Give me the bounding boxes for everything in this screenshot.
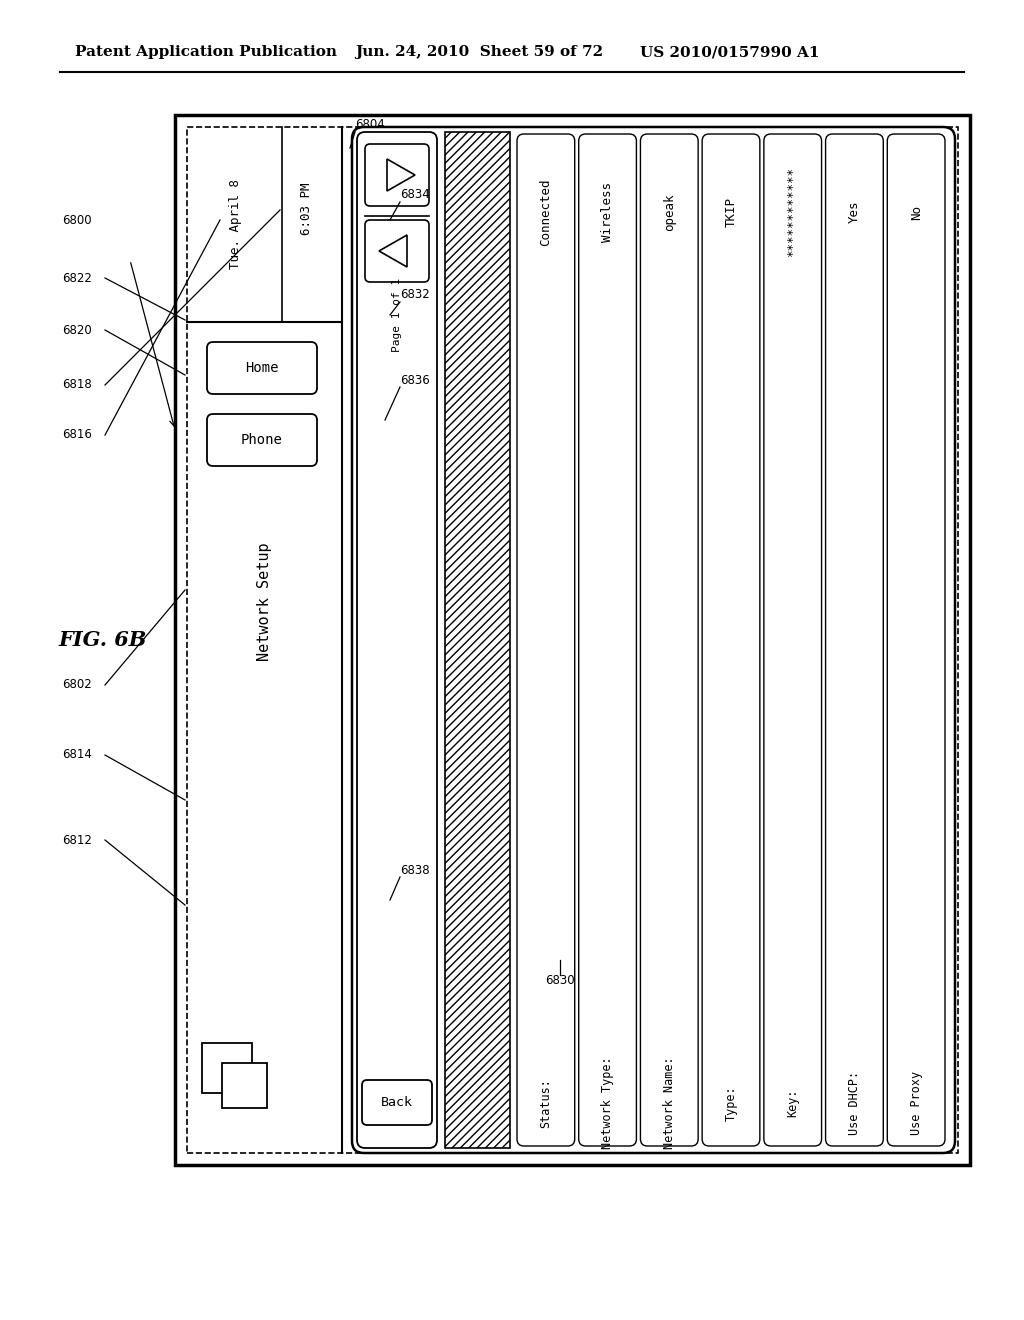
Text: opeak: opeak bbox=[663, 193, 676, 231]
Text: Jun. 24, 2010  Sheet 59 of 72: Jun. 24, 2010 Sheet 59 of 72 bbox=[355, 45, 603, 59]
Text: No: No bbox=[909, 205, 923, 219]
Text: Key:: Key: bbox=[786, 1089, 799, 1117]
FancyBboxPatch shape bbox=[640, 135, 698, 1146]
Text: 6834: 6834 bbox=[400, 189, 430, 202]
Text: Patent Application Publication: Patent Application Publication bbox=[75, 45, 337, 59]
Text: Back: Back bbox=[381, 1096, 413, 1109]
Text: Type:: Type: bbox=[725, 1085, 737, 1121]
Text: 6816: 6816 bbox=[62, 429, 92, 441]
Text: US 2010/0157990 A1: US 2010/0157990 A1 bbox=[640, 45, 819, 59]
Bar bbox=[175, 115, 970, 1166]
Text: TKIP: TKIP bbox=[725, 197, 737, 227]
Text: Tue. April 8: Tue. April 8 bbox=[228, 180, 242, 269]
Text: Connected: Connected bbox=[540, 178, 552, 246]
Text: FIG. 6B: FIG. 6B bbox=[58, 630, 146, 649]
FancyBboxPatch shape bbox=[362, 1080, 432, 1125]
Text: 6812: 6812 bbox=[62, 833, 92, 846]
Text: 6:03 PM: 6:03 PM bbox=[300, 182, 313, 235]
FancyBboxPatch shape bbox=[764, 135, 821, 1146]
Text: Network Name:: Network Name: bbox=[663, 1057, 676, 1150]
FancyBboxPatch shape bbox=[825, 135, 884, 1146]
FancyBboxPatch shape bbox=[207, 342, 317, 393]
Bar bbox=[222, 1063, 267, 1107]
FancyBboxPatch shape bbox=[702, 135, 760, 1146]
Text: 6822: 6822 bbox=[62, 272, 92, 285]
Text: ************: ************ bbox=[786, 168, 799, 257]
Bar bbox=[445, 132, 510, 1148]
Text: 6814: 6814 bbox=[62, 748, 92, 762]
FancyBboxPatch shape bbox=[352, 127, 955, 1152]
FancyBboxPatch shape bbox=[357, 132, 437, 1148]
Text: Network Setup: Network Setup bbox=[256, 543, 271, 661]
FancyBboxPatch shape bbox=[365, 220, 429, 282]
Text: Status:: Status: bbox=[540, 1078, 552, 1127]
Text: 6830: 6830 bbox=[545, 974, 574, 986]
Text: Page 1 of 1: Page 1 of 1 bbox=[392, 279, 402, 352]
Text: 6836: 6836 bbox=[400, 374, 430, 387]
Text: Network Type:: Network Type: bbox=[601, 1057, 614, 1150]
Text: 6804: 6804 bbox=[355, 119, 385, 132]
Text: 6820: 6820 bbox=[62, 323, 92, 337]
FancyBboxPatch shape bbox=[517, 135, 574, 1146]
Text: Phone: Phone bbox=[241, 433, 283, 447]
Text: Wireless: Wireless bbox=[601, 182, 614, 242]
Bar bbox=[202, 1043, 252, 1093]
FancyBboxPatch shape bbox=[887, 135, 945, 1146]
Text: Yes: Yes bbox=[848, 201, 861, 223]
Text: 6800: 6800 bbox=[62, 214, 91, 227]
Text: 6802: 6802 bbox=[62, 678, 92, 692]
FancyBboxPatch shape bbox=[365, 144, 429, 206]
FancyBboxPatch shape bbox=[579, 135, 637, 1146]
Text: 6832: 6832 bbox=[400, 289, 430, 301]
Text: Use Proxy: Use Proxy bbox=[909, 1071, 923, 1135]
Text: 6838: 6838 bbox=[400, 863, 430, 876]
FancyBboxPatch shape bbox=[207, 414, 317, 466]
Text: 6818: 6818 bbox=[62, 379, 92, 392]
Bar bbox=[187, 127, 958, 1152]
Text: Home: Home bbox=[246, 360, 279, 375]
Text: Use DHCP:: Use DHCP: bbox=[848, 1071, 861, 1135]
